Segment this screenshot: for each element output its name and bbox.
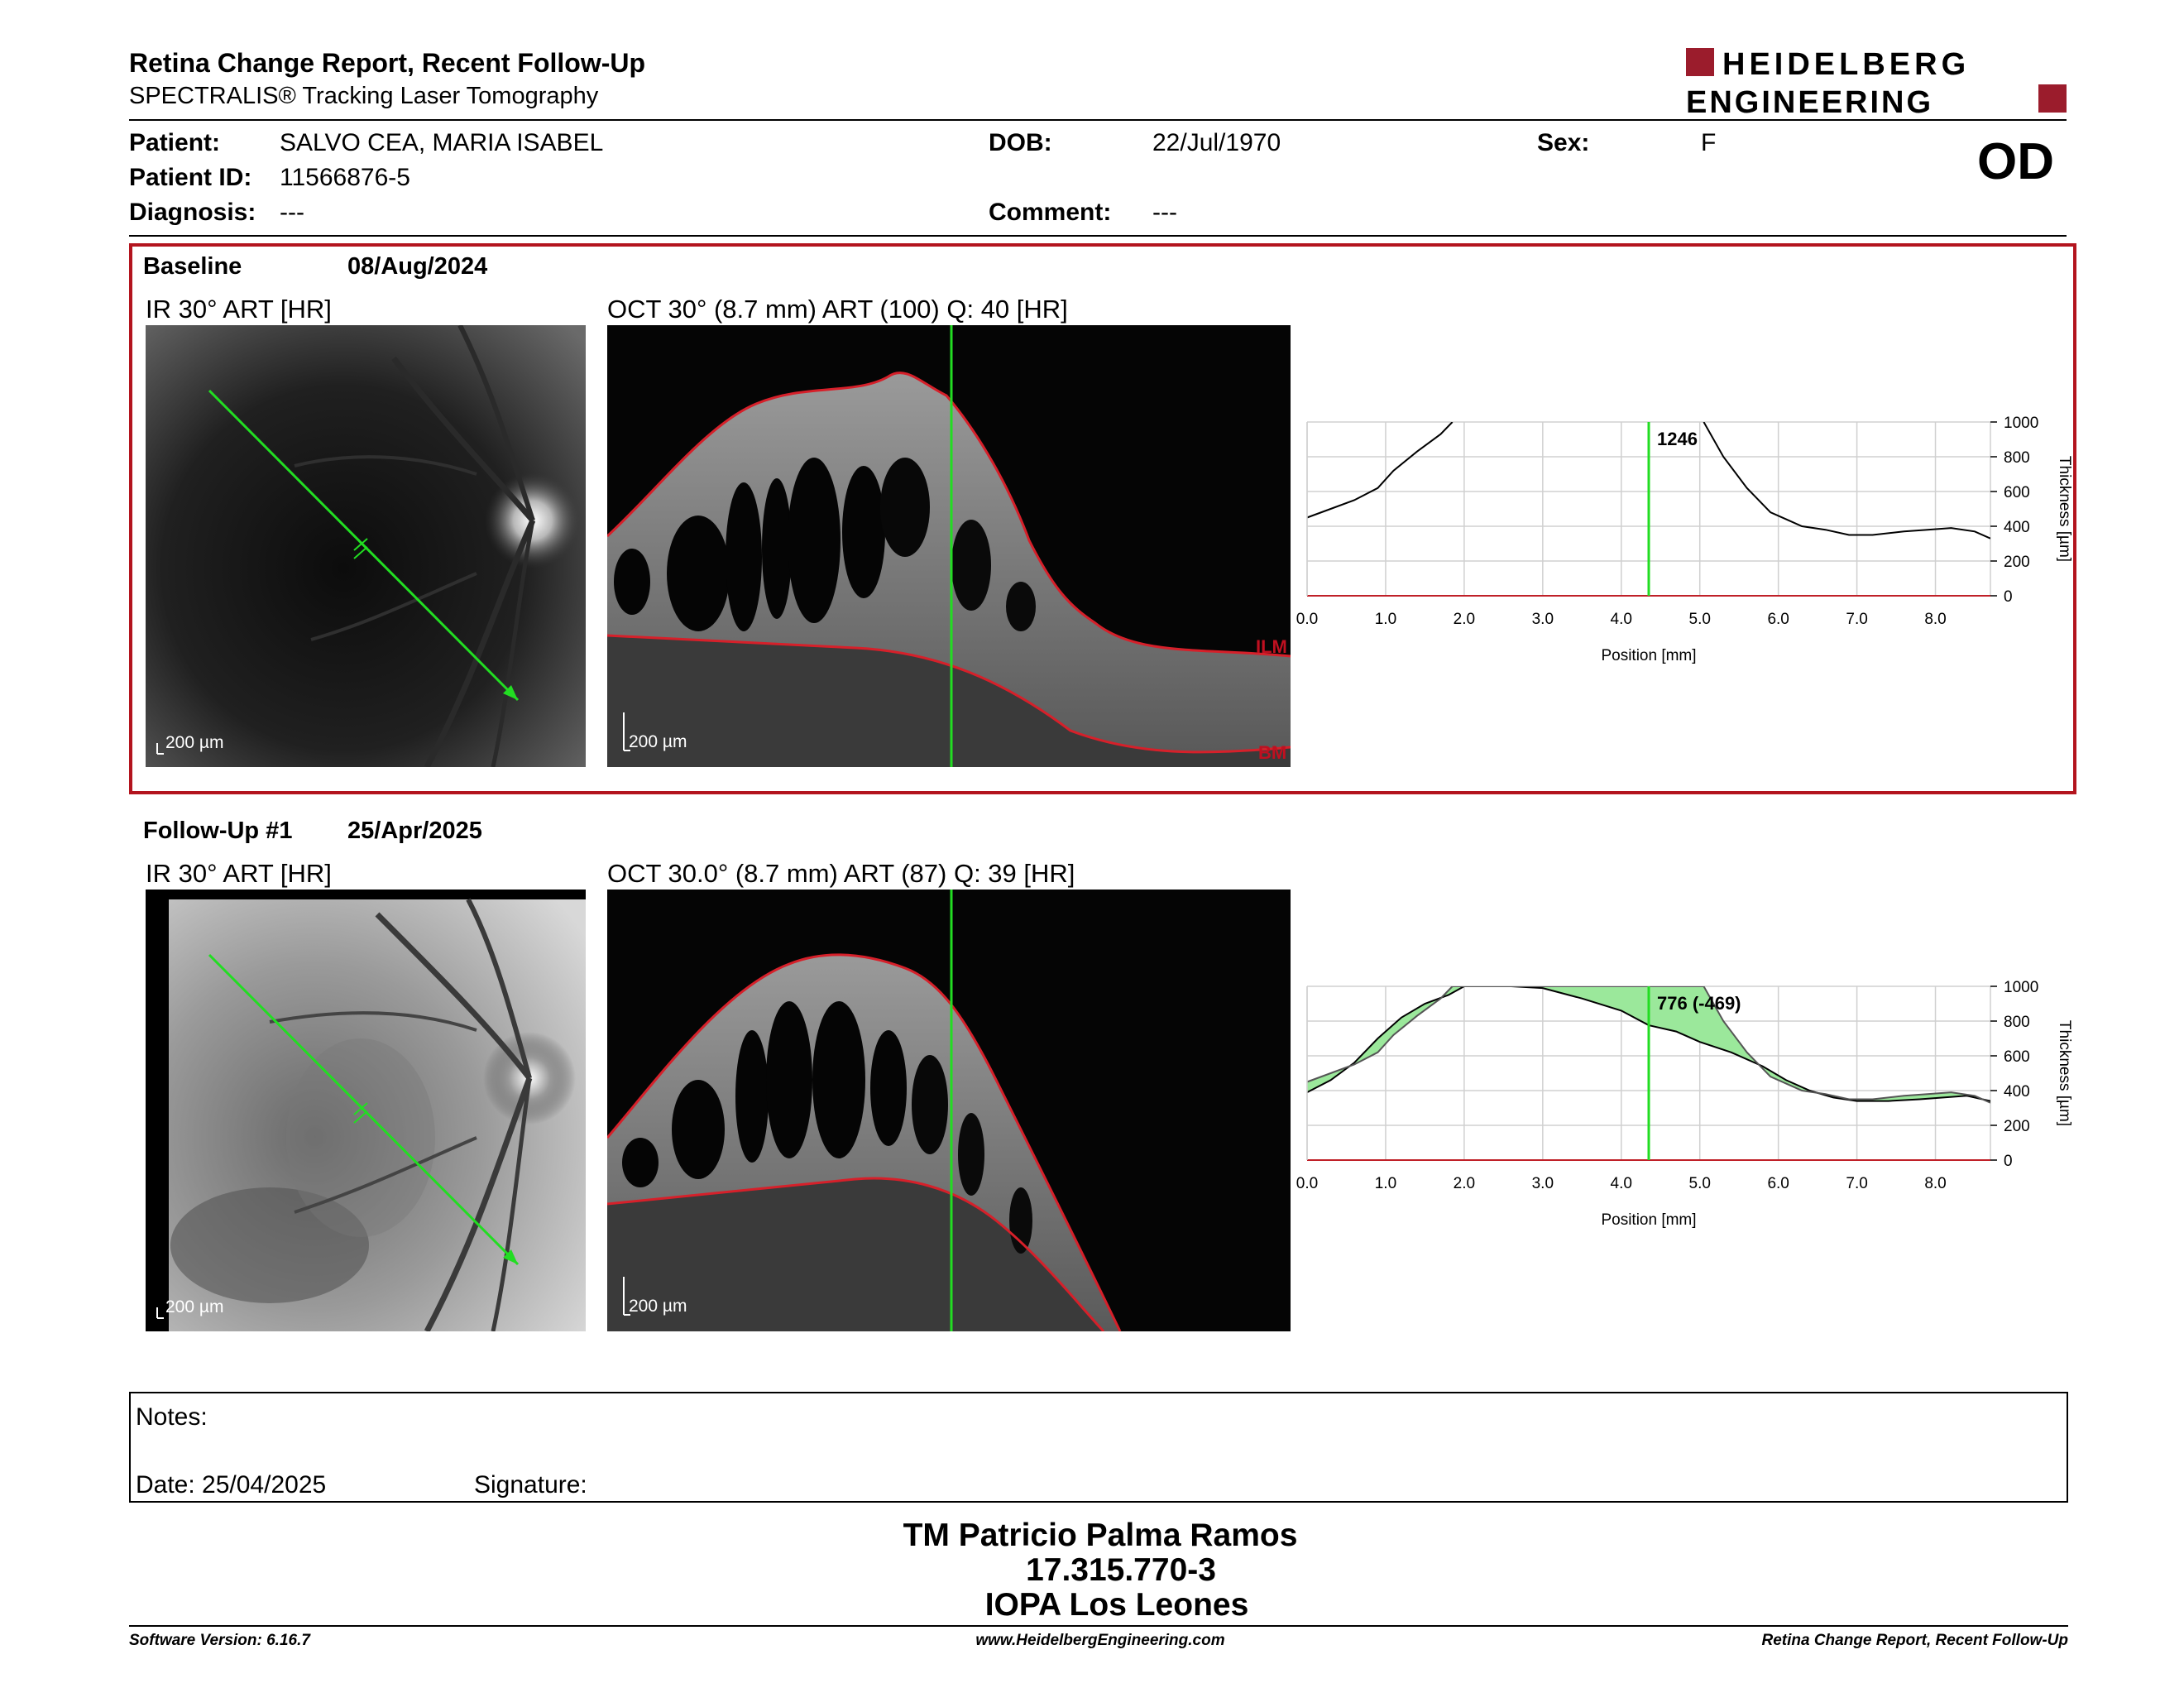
- dob-value: 22/Jul/1970: [1152, 129, 1281, 156]
- x-tick-label: 2.0: [1454, 611, 1475, 628]
- x-tick-label: 8.0: [1924, 611, 1946, 628]
- x-tick-label: 0.0: [1296, 611, 1318, 628]
- baseline-date: 08/Aug/2024: [347, 253, 488, 280]
- x-tick-label: 4.0: [1611, 611, 1632, 628]
- logo-line2: ENGINEERING: [1686, 85, 1933, 116]
- baseline-oct-title: OCT 30° (8.7 mm) ART (100) Q: 40 [HR]: [607, 295, 1068, 324]
- y-tick-label: 1000: [2004, 415, 2038, 432]
- y-tick-label: 0: [2004, 1153, 2013, 1170]
- chart0-x-axis-label: Position [mm]: [1601, 647, 1696, 664]
- x-tick-label: 8.0: [1924, 1175, 1946, 1192]
- followup-ir-image: 200 µm: [146, 890, 586, 1331]
- bm-label: BM: [1258, 742, 1286, 763]
- y-tick-label: 0: [2004, 588, 2013, 606]
- report-subtitle: SPECTRALIS® Tracking Laser Tomography: [129, 83, 599, 109]
- y-tick-label: 600: [2004, 1048, 2030, 1066]
- chart0-series-0: [1307, 422, 1454, 519]
- logo-line1: HEIDELBERG: [1722, 47, 1970, 82]
- dob-label: DOB:: [989, 129, 1052, 156]
- y-tick-label: 400: [2004, 519, 2030, 536]
- x-tick-label: 5.0: [1689, 611, 1711, 628]
- followup-oct-title: OCT 30.0° (8.7 mm) ART (87) Q: 39 [HR]: [607, 859, 1075, 888]
- x-tick-label: 2.0: [1454, 1175, 1475, 1192]
- footer-report-name: Retina Change Report, Recent Follow-Up: [1761, 1632, 2068, 1649]
- baseline-label: Baseline: [143, 253, 242, 280]
- x-tick-label: 4.0: [1611, 1175, 1632, 1192]
- comment-label: Comment:: [989, 199, 1112, 226]
- x-tick-label: 0.0: [1296, 1175, 1318, 1192]
- x-tick-label: 7.0: [1846, 1175, 1867, 1192]
- followup-date: 25/Apr/2025: [347, 818, 482, 844]
- notes-date: Date: 25/04/2025: [136, 1471, 327, 1499]
- followup-thickness-chart: 776 (-469) 0.0 1.0 2.0 3.0 4.0 5.0 6.0 7.0 8.0 0 20…: [1296, 979, 2073, 1229]
- footer-software-version: Software Version: 6.16.7: [129, 1632, 310, 1649]
- y-tick-label: 1000: [2004, 979, 2038, 996]
- chart0-marker-label: 1246: [1657, 429, 1698, 449]
- signer-institution: IOPA Los Leones: [984, 1587, 1249, 1623]
- heidelberg-logo: HEIDELBERG ENGINEERING: [1684, 45, 2068, 120]
- chart1-x-axis-label: Position [mm]: [1601, 1211, 1696, 1229]
- notes-label: Notes:: [136, 1403, 208, 1431]
- chart0-series-1: [1703, 422, 1990, 539]
- footer-website[interactable]: www.HeidelbergEngineering.com: [975, 1632, 1225, 1649]
- chart1-series-1: [1307, 986, 1990, 1104]
- followup-ir-title: IR 30° ART [HR]: [146, 859, 332, 888]
- x-tick-label: 1.0: [1375, 1175, 1396, 1192]
- patient-id-label: Patient ID:: [129, 164, 252, 191]
- sex-label: Sex:: [1537, 129, 1590, 156]
- followup-oct-scale: 200 µm: [629, 1297, 687, 1316]
- x-tick-label: 5.0: [1689, 1175, 1711, 1192]
- baseline-ir-image: 200 µm: [146, 325, 586, 767]
- y-tick-label: 400: [2004, 1083, 2030, 1101]
- notes-box: [129, 1392, 2068, 1503]
- x-tick-label: 6.0: [1767, 611, 1789, 628]
- y-tick-label: 600: [2004, 484, 2030, 501]
- y-tick-label: 200: [2004, 1118, 2030, 1135]
- diagnosis-value: ---: [280, 199, 304, 226]
- x-tick-label: 6.0: [1767, 1175, 1789, 1192]
- signer-name: TM Patricio Palma Ramos: [903, 1518, 1298, 1553]
- y-tick-label: 800: [2004, 449, 2030, 467]
- x-tick-label: 1.0: [1375, 611, 1396, 628]
- chart1-y-axis-label: Thickness [µm]: [2056, 1020, 2073, 1126]
- diagnosis-label: Diagnosis:: [129, 199, 256, 226]
- y-tick-label: 200: [2004, 554, 2030, 571]
- comment-value: ---: [1152, 199, 1177, 226]
- patient-label: Patient:: [129, 129, 221, 156]
- x-tick-label: 7.0: [1846, 611, 1867, 628]
- followup-oct-image: 200 µm: [607, 890, 1291, 1331]
- followup-ir-scale: 200 µm: [165, 1297, 223, 1316]
- ilm-label: ILM: [1256, 636, 1287, 657]
- baseline-thickness-chart: 1246 0.0 1.0 2.0 3.0 4.0 5.0 6.0 7.0 8.0 0 200 400 60…: [1296, 415, 2073, 664]
- x-tick-label: 3.0: [1532, 611, 1554, 628]
- baseline-frame: [129, 243, 2076, 794]
- chart0-y-axis-label: Thickness [µm]: [2056, 456, 2073, 562]
- sex-value: F: [1701, 129, 1717, 156]
- x-tick-label: 3.0: [1532, 1175, 1554, 1192]
- report-title: Retina Change Report, Recent Follow-Up: [129, 48, 646, 78]
- patient-name: SALVO CEA, MARIA ISABEL: [280, 129, 604, 156]
- signature-label: Signature:: [474, 1471, 587, 1499]
- eye-indicator: OD: [1977, 133, 2054, 190]
- signer-id: 17.315.770-3: [1026, 1552, 1216, 1588]
- y-tick-label: 800: [2004, 1014, 2030, 1031]
- chart1-marker-label: 776 (-469): [1657, 993, 1741, 1014]
- baseline-oct-image: ILM BM 200 µm: [607, 325, 1291, 767]
- followup-label: Follow-Up #1: [143, 818, 293, 844]
- baseline-ir-title: IR 30° ART [HR]: [146, 295, 332, 324]
- patient-id-value: 11566876-5: [280, 164, 410, 191]
- baseline-oct-scale: 200 µm: [629, 732, 687, 751]
- baseline-ir-scale: 200 µm: [165, 733, 223, 752]
